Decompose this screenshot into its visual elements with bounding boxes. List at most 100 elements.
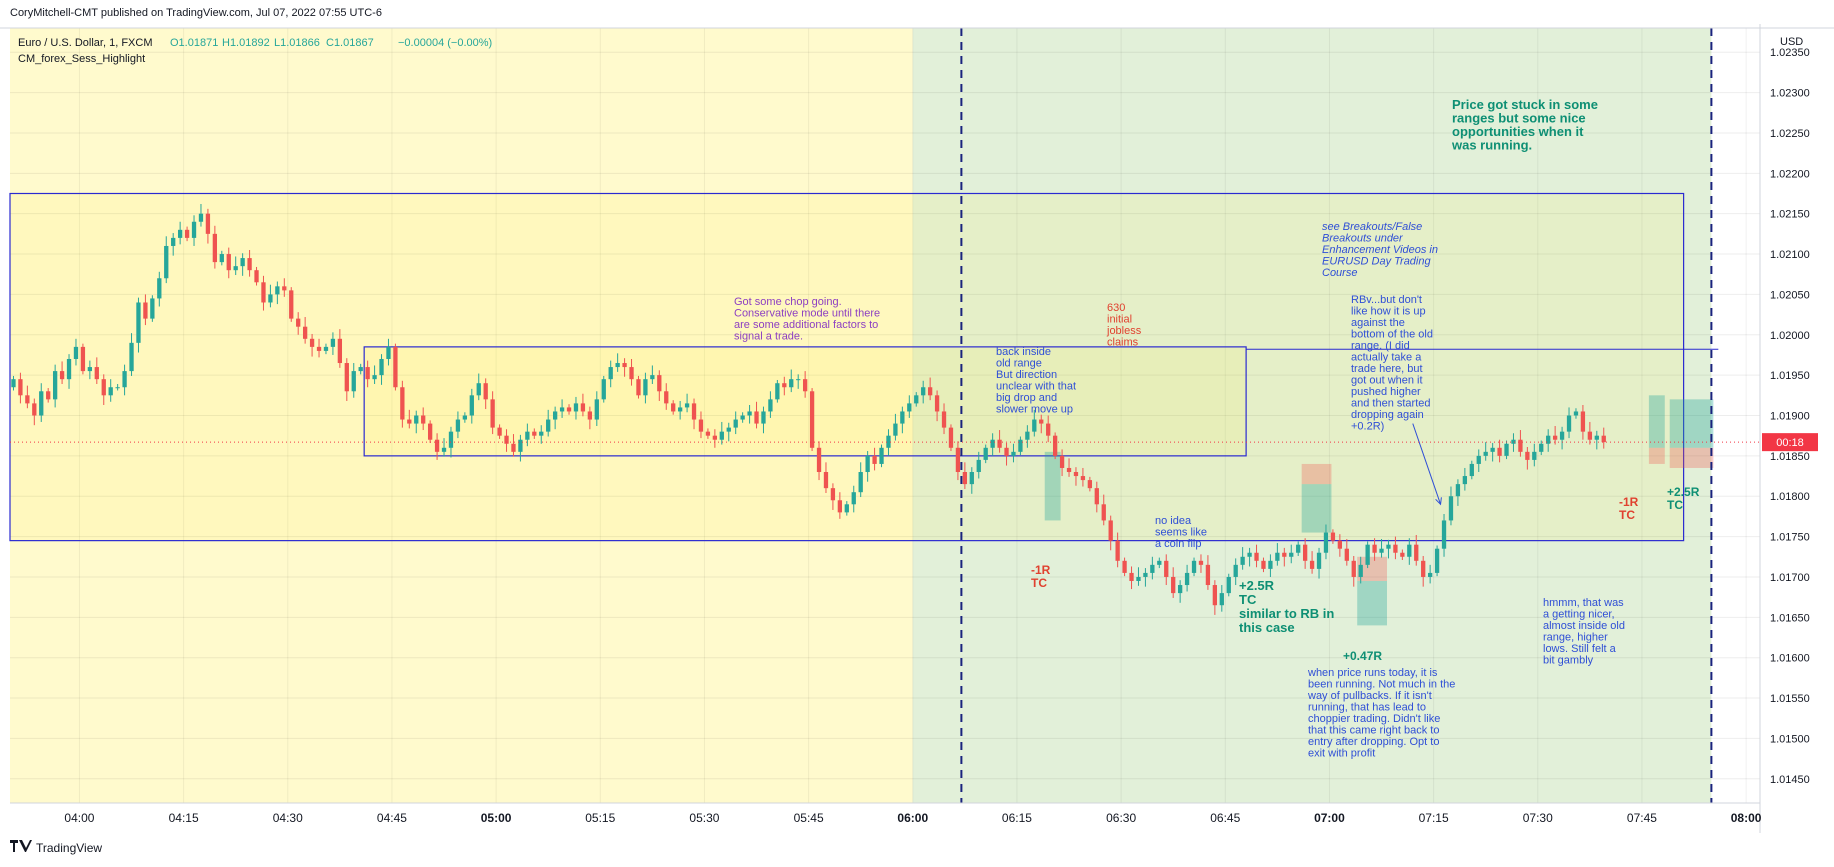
trade-target-zone[interactable] <box>1669 399 1714 448</box>
candle[interactable] <box>1261 560 1266 569</box>
candle[interactable] <box>136 302 141 343</box>
candle[interactable] <box>921 387 926 396</box>
candle[interactable] <box>1573 411 1579 416</box>
candle[interactable] <box>261 282 266 303</box>
candle[interactable] <box>539 431 544 436</box>
candle[interactable] <box>1379 548 1384 553</box>
candle[interactable] <box>87 367 93 372</box>
candle[interactable] <box>1351 560 1356 577</box>
candle[interactable] <box>323 346 329 351</box>
candle[interactable] <box>1483 451 1488 456</box>
candle[interactable] <box>914 395 919 404</box>
candle[interactable] <box>1587 431 1593 440</box>
range-box[interactable] <box>363 346 1247 457</box>
candle[interactable] <box>143 302 148 319</box>
candle[interactable] <box>400 387 405 420</box>
candle[interactable] <box>1316 552 1322 569</box>
candle[interactable] <box>205 213 211 234</box>
candle[interactable] <box>490 399 495 428</box>
candle[interactable] <box>719 431 724 440</box>
candle[interactable] <box>664 391 669 404</box>
indicator-name[interactable]: CM_forex_Sess_Highlight <box>18 53 145 65</box>
candle[interactable] <box>1372 544 1377 553</box>
candle[interactable] <box>1247 552 1252 557</box>
candle[interactable] <box>629 367 634 380</box>
candle[interactable] <box>1171 576 1176 594</box>
candle[interactable] <box>587 411 593 420</box>
candle[interactable] <box>1205 564 1211 586</box>
candle[interactable] <box>802 379 808 392</box>
annotation-chop[interactable]: Got some chop going.Conservative mode un… <box>734 296 880 343</box>
candle[interactable] <box>1101 504 1106 521</box>
candle[interactable] <box>816 447 822 473</box>
candle[interactable] <box>407 419 412 424</box>
candle[interactable] <box>768 399 773 412</box>
candle[interactable] <box>608 367 613 380</box>
candle[interactable] <box>511 443 516 452</box>
trade-target-zone[interactable] <box>1301 484 1332 533</box>
candle[interactable] <box>421 415 426 424</box>
candle[interactable] <box>601 379 606 400</box>
candle[interactable] <box>573 403 579 412</box>
candle[interactable] <box>198 213 204 222</box>
candle[interactable] <box>532 431 537 436</box>
candle[interactable] <box>1296 544 1301 553</box>
candle[interactable] <box>518 439 523 452</box>
candle[interactable] <box>25 395 30 404</box>
candle[interactable] <box>1136 576 1141 581</box>
candle[interactable] <box>1268 560 1273 569</box>
candle[interactable] <box>316 346 322 351</box>
candle[interactable] <box>677 407 683 412</box>
candle[interactable] <box>997 439 1002 448</box>
candle[interactable] <box>80 346 86 372</box>
candle[interactable] <box>851 492 856 505</box>
candle[interactable] <box>302 326 308 339</box>
candle[interactable] <box>191 221 197 238</box>
candle[interactable] <box>858 472 863 493</box>
candle[interactable] <box>275 286 280 295</box>
candle[interactable] <box>907 403 912 412</box>
candle[interactable] <box>1330 532 1336 541</box>
candle[interactable] <box>934 395 940 412</box>
candle[interactable] <box>247 258 252 271</box>
candle[interactable] <box>11 379 16 388</box>
candle[interactable] <box>955 447 961 473</box>
candle[interactable] <box>837 500 843 513</box>
candle[interactable] <box>483 383 488 400</box>
candle[interactable] <box>809 391 815 448</box>
candle[interactable] <box>976 459 981 473</box>
candle[interactable] <box>94 367 99 380</box>
candle[interactable] <box>1504 443 1509 456</box>
candle[interactable] <box>1066 467 1072 473</box>
candle[interactable] <box>1455 484 1461 497</box>
candle[interactable] <box>622 363 627 368</box>
candle[interactable] <box>900 411 905 424</box>
candle[interactable] <box>1358 564 1363 577</box>
candle[interactable] <box>46 391 51 400</box>
candle[interactable] <box>1511 439 1516 444</box>
candle[interactable] <box>379 358 384 376</box>
candle[interactable] <box>184 229 190 238</box>
candle[interactable] <box>1046 423 1051 436</box>
candle[interactable] <box>296 318 301 327</box>
candle[interactable] <box>365 367 370 380</box>
candle[interactable] <box>268 294 273 303</box>
candle[interactable] <box>962 472 968 485</box>
candle[interactable] <box>990 439 995 448</box>
arrow-line[interactable] <box>1412 423 1442 505</box>
candle[interactable] <box>219 254 224 263</box>
candle[interactable] <box>393 346 398 388</box>
candle[interactable] <box>559 407 565 412</box>
candle[interactable] <box>164 245 169 279</box>
candle[interactable] <box>129 342 134 372</box>
candle[interactable] <box>122 371 127 388</box>
candle[interactable] <box>462 415 468 420</box>
candle[interactable] <box>865 455 870 473</box>
